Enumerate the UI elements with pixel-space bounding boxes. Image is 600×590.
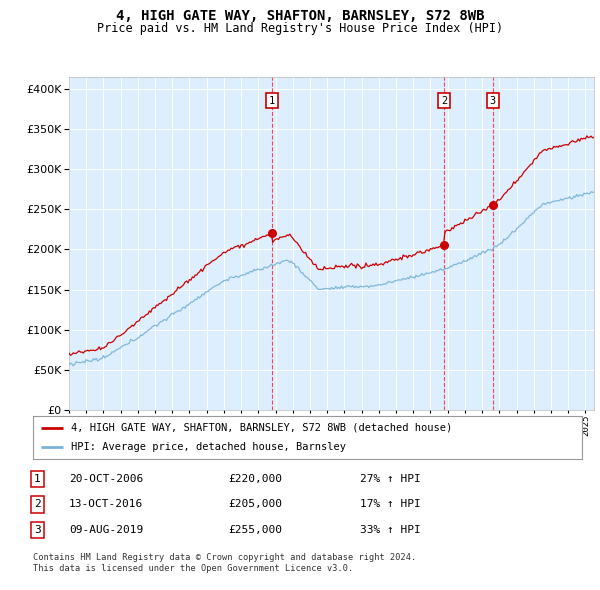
Text: £220,000: £220,000 bbox=[228, 474, 282, 484]
Text: 2: 2 bbox=[34, 500, 41, 509]
Text: 1: 1 bbox=[34, 474, 41, 484]
Text: Contains HM Land Registry data © Crown copyright and database right 2024.
This d: Contains HM Land Registry data © Crown c… bbox=[33, 553, 416, 573]
Text: 3: 3 bbox=[34, 525, 41, 535]
Text: 09-AUG-2019: 09-AUG-2019 bbox=[69, 525, 143, 535]
Text: 1: 1 bbox=[269, 96, 275, 106]
Text: 4, HIGH GATE WAY, SHAFTON, BARNSLEY, S72 8WB (detached house): 4, HIGH GATE WAY, SHAFTON, BARNSLEY, S72… bbox=[71, 422, 452, 432]
Text: 20-OCT-2006: 20-OCT-2006 bbox=[69, 474, 143, 484]
Text: 17% ↑ HPI: 17% ↑ HPI bbox=[360, 500, 421, 509]
Text: HPI: Average price, detached house, Barnsley: HPI: Average price, detached house, Barn… bbox=[71, 442, 346, 453]
Text: 27% ↑ HPI: 27% ↑ HPI bbox=[360, 474, 421, 484]
Text: Price paid vs. HM Land Registry's House Price Index (HPI): Price paid vs. HM Land Registry's House … bbox=[97, 22, 503, 35]
Text: 13-OCT-2016: 13-OCT-2016 bbox=[69, 500, 143, 509]
Text: 33% ↑ HPI: 33% ↑ HPI bbox=[360, 525, 421, 535]
Text: 4, HIGH GATE WAY, SHAFTON, BARNSLEY, S72 8WB: 4, HIGH GATE WAY, SHAFTON, BARNSLEY, S72… bbox=[116, 9, 484, 23]
Text: £205,000: £205,000 bbox=[228, 500, 282, 509]
Text: 2: 2 bbox=[441, 96, 447, 106]
Text: £255,000: £255,000 bbox=[228, 525, 282, 535]
Text: 3: 3 bbox=[490, 96, 496, 106]
